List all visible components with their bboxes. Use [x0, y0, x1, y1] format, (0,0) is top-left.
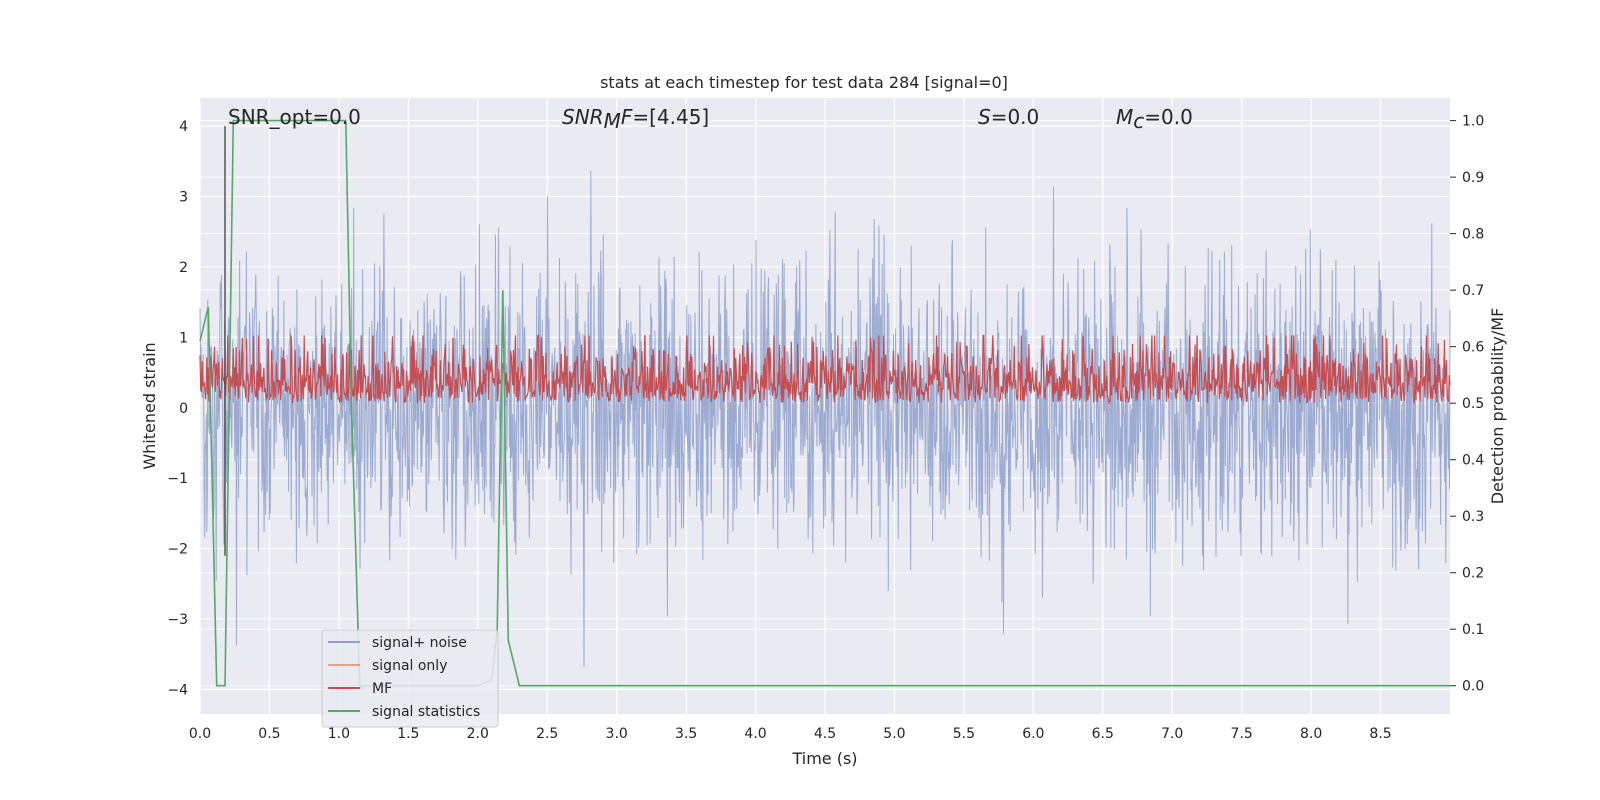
y-tick-label-left: −2 [167, 542, 188, 558]
x-tick-label: 4.0 [744, 726, 766, 742]
x-tick-label: 7.0 [1161, 726, 1183, 742]
legend: signal+ noise signal only MF signal stat… [321, 629, 499, 728]
y-tick-label-left: −3 [167, 612, 188, 628]
mc-value: =0.0 [1144, 105, 1193, 129]
annotation-snr-opt: SNR_opt=0.0 [228, 105, 361, 129]
y-tick-label-right: 0.1 [1462, 622, 1484, 638]
x-tick-label: 6.0 [1022, 726, 1044, 742]
mc-italic: M [1116, 105, 1133, 129]
y-tick-label-right: 0.3 [1462, 509, 1484, 525]
legend-label-signal-statistics: signal statistics [372, 704, 480, 720]
legend-label-signal-only: signal only [372, 658, 447, 674]
y-tick-label-left: 3 [179, 190, 188, 206]
s-value: =0.0 [991, 105, 1040, 129]
x-tick-label: 5.5 [953, 726, 975, 742]
chart-title: stats at each timestep for test data 284… [600, 73, 1008, 92]
annotation-mc: Mc=0.0 [1116, 105, 1193, 133]
legend-label-signal-noise: signal+ noise [372, 635, 467, 651]
annotation-snr-mf: SNRMF=[4.45] [562, 105, 709, 133]
line-mf [199, 334, 1451, 406]
y-tick-label-right: 1.0 [1462, 114, 1484, 130]
x-tick-label: 0.0 [189, 726, 211, 742]
y-tick-label-right: 0.7 [1462, 283, 1484, 299]
x-tick-label: 8.5 [1369, 726, 1391, 742]
y-tick-label-left: 2 [179, 260, 188, 276]
x-tick-label: 0.5 [258, 726, 280, 742]
y-tick-label-right: 0.6 [1462, 340, 1484, 356]
y-tick-label-left: −1 [167, 471, 188, 487]
y-tick-label-right: 0.0 [1462, 679, 1484, 695]
y-tick-label-right: 0.4 [1462, 453, 1484, 469]
y-tick-label-left: 4 [179, 119, 188, 135]
annotation-s: S=0.0 [978, 105, 1039, 129]
x-tick-label: 1.0 [328, 726, 350, 742]
x-ticks: 0.0 0.5 1.0 1.5 2.0 2.5 3.0 3.5 4.0 4.5 5.0 5.5 6.0 6… [189, 726, 1392, 742]
x-tick-label: 7.5 [1231, 726, 1253, 742]
y-axis-label-left: Whitened strain [140, 342, 159, 469]
x-tick-label: 1.5 [397, 726, 419, 742]
snr-mf-italic2: F [621, 105, 633, 129]
y-tick-label-left: 0 [179, 401, 188, 417]
mc-subscript: c [1133, 109, 1144, 133]
y-tick-label-right: 0.8 [1462, 227, 1484, 243]
x-tick-label: 5.0 [883, 726, 905, 742]
x-tick-label: 3.5 [675, 726, 697, 742]
x-tick-label: 2.5 [536, 726, 558, 742]
s-italic: S [978, 105, 991, 129]
y-tick-label-left: 1 [179, 330, 188, 346]
y-tick-label-right: 0.2 [1462, 566, 1484, 582]
legend-box [321, 629, 499, 728]
y-ticks-right: 0.0 0.1 0.2 0.3 0.4 0.5 0.6 0.7 0.8 0.9 1.0 [1450, 114, 1484, 695]
snr-mf-value: =[4.45] [632, 105, 709, 129]
x-tick-label: 4.5 [814, 726, 836, 742]
x-tick-label: 6.5 [1092, 726, 1114, 742]
y-axis-label-right: Detection probability/MF [1488, 308, 1507, 505]
x-tick-label: 3.0 [606, 726, 628, 742]
snr-mf-subscript: M [604, 109, 621, 133]
series-mf [199, 334, 1451, 406]
snr-mf-italic: SNR [562, 105, 604, 129]
legend-label-mf: MF [372, 681, 392, 697]
y-tick-label-right: 0.5 [1462, 396, 1484, 412]
x-tick-label: 8.0 [1300, 726, 1322, 742]
x-axis-label: Time (s) [791, 749, 857, 768]
x-tick-label: 2.0 [467, 726, 489, 742]
y-ticks-left: −4 −3 −2 −1 0 1 2 3 4 [167, 119, 188, 698]
y-tick-label-right: 0.9 [1462, 170, 1484, 186]
y-tick-label-left: −4 [167, 682, 188, 698]
